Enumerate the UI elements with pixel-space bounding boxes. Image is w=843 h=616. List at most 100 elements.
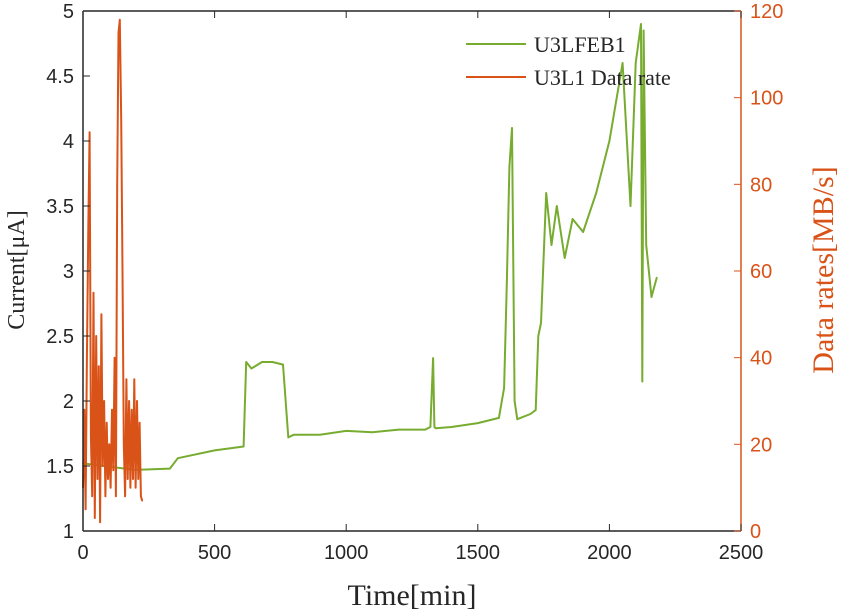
data-point-0-8 — [261, 361, 263, 363]
data-point-0-41 — [595, 192, 597, 194]
data-point-1-16 — [103, 400, 105, 402]
data-point-0-35 — [545, 192, 547, 194]
y-left-tick-label: 3.5 — [46, 196, 74, 218]
data-point-0-37 — [556, 205, 558, 207]
data-point-0-13 — [319, 434, 321, 436]
y-right-tick-label: 80 — [750, 174, 772, 196]
data-point-1-42 — [137, 478, 140, 480]
data-point-1-23 — [112, 469, 115, 472]
data-point-1-32 — [124, 495, 126, 498]
y-right-tick-label: 20 — [750, 434, 772, 456]
data-point-1-8 — [92, 291, 95, 294]
data-point-1-20 — [108, 443, 111, 446]
y-axis-left-label: Current[μA] — [4, 210, 30, 330]
data-point-1-24 — [113, 356, 116, 359]
data-point-1-5 — [88, 131, 91, 134]
data-point-0-33 — [537, 335, 540, 337]
data-point-0-49 — [645, 244, 647, 246]
data-point-1-2 — [84, 508, 87, 511]
data-point-0-2 — [169, 467, 171, 470]
data-point-1-9 — [94, 517, 96, 519]
data-point-0-45 — [634, 62, 637, 64]
data-point-1-45 — [141, 499, 143, 502]
data-point-1-34 — [126, 478, 129, 480]
data-point-1-40 — [134, 486, 137, 489]
data-point-0-36 — [550, 244, 553, 246]
x-tick-label: 1000 — [324, 542, 369, 564]
data-point-0-18 — [429, 426, 432, 428]
data-point-0-40 — [582, 231, 584, 233]
x-tick-label: 2000 — [587, 542, 632, 564]
data-point-0-38 — [563, 257, 566, 259]
data-point-1-41 — [136, 400, 138, 402]
y-left-tick-label: 2.5 — [46, 326, 74, 348]
y-left-tick-label: 3 — [63, 261, 74, 283]
data-point-1-43 — [138, 421, 141, 424]
y-right-tick-label: 120 — [750, 1, 783, 23]
data-point-0-16 — [398, 428, 400, 431]
data-point-0-21 — [434, 427, 437, 430]
y-left-tick-label: 1.5 — [46, 456, 74, 478]
y-left-tick-label: 1 — [63, 521, 74, 543]
data-point-0-28 — [511, 127, 513, 129]
data-point-1-14 — [100, 313, 103, 316]
y-left-tick-label: 5 — [63, 1, 74, 23]
data-point-0-15 — [371, 431, 374, 434]
data-point-1-1 — [83, 408, 86, 411]
data-point-0-23 — [477, 422, 479, 424]
data-point-0-44 — [629, 205, 632, 207]
data-point-0-24 — [498, 417, 500, 419]
plot-background — [83, 11, 741, 531]
legend-label-rate: U3L1 Data rate — [534, 65, 671, 90]
data-point-1-26 — [116, 183, 118, 186]
data-point-0-39 — [571, 218, 574, 220]
data-point-0-5 — [242, 445, 245, 448]
data-point-1-28 — [119, 18, 121, 21]
data-point-1-37 — [130, 408, 133, 411]
data-point-0-14 — [345, 430, 348, 432]
data-point-1-19 — [107, 478, 109, 480]
data-point-0-31 — [529, 413, 532, 415]
data-point-1-38 — [132, 478, 134, 480]
data-point-0-50 — [650, 296, 653, 298]
data-point-0-46 — [640, 23, 642, 25]
data-point-0-43 — [621, 62, 624, 64]
data-point-1-13 — [99, 521, 101, 524]
x-tick-label: 500 — [198, 542, 231, 564]
data-point-0-25 — [503, 387, 505, 389]
data-point-1-25 — [115, 495, 117, 498]
plot-area: 0 500 1000 1500 2000 2500 1 1.5 2 2.5 3 3.5 4 4.5 5 0 20… — [46, 1, 783, 564]
data-point-1-35 — [128, 400, 130, 402]
legend: U3LFEB1 U3L1 Data rate — [466, 32, 671, 90]
legend-label-current: U3LFEB1 — [534, 32, 626, 57]
data-point-1-18 — [105, 421, 108, 424]
x-tick-label: 1500 — [456, 542, 501, 564]
data-point-0-32 — [534, 409, 537, 411]
x-tick-label: 0 — [77, 542, 88, 564]
data-point-1-29 — [120, 118, 122, 121]
data-point-0-4 — [213, 449, 216, 452]
data-point-0-10 — [282, 363, 284, 366]
data-point-0-19 — [432, 357, 434, 359]
axes-layer: 0 500 1000 1500 2000 2500 1 1.5 2 2.5 3 3.5 4 4.5 5 0 20… — [46, 1, 783, 564]
data-point-0-6 — [245, 361, 247, 363]
data-point-0-30 — [516, 418, 519, 421]
data-point-0-17 — [424, 428, 427, 431]
data-point-1-31 — [123, 443, 125, 446]
data-point-0-29 — [513, 400, 516, 402]
data-point-1-6 — [90, 434, 92, 437]
data-point-1-15 — [101, 465, 104, 467]
data-point-1-21 — [109, 486, 112, 489]
data-point-1-39 — [133, 378, 136, 381]
data-point-1-36 — [129, 486, 132, 489]
y-left-tick-label: 2 — [63, 391, 74, 413]
data-point-0-47 — [641, 380, 644, 383]
x-tick-label: 2500 — [719, 542, 764, 564]
data-point-1-33 — [125, 378, 128, 381]
data-point-0-20 — [433, 426, 436, 428]
data-point-1-7 — [91, 495, 93, 498]
data-point-1-10 — [95, 335, 97, 337]
y-axis-right-label: Data rates[MB/s] — [807, 166, 840, 373]
data-point-1-4 — [87, 226, 90, 229]
